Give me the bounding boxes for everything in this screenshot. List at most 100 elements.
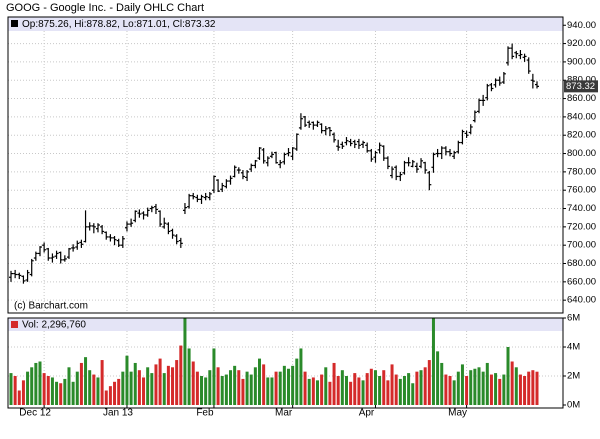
volume-bar [444,374,448,405]
volume-bar [502,374,506,405]
volume-bar [108,386,112,405]
volume-bar [162,373,166,405]
volume-bar [295,358,299,405]
volume-bar [460,364,464,405]
y-tick-label: 820.00 [567,130,596,141]
volume-bar [291,365,295,405]
volume-bar [63,378,67,405]
volume-bar [179,345,183,405]
volume-bar [220,376,224,405]
volume-bar [299,348,303,405]
y-tick-label: 680.00 [567,258,596,269]
volume-bar [55,381,59,405]
volume-bar [262,364,266,405]
volume-bar [469,370,473,405]
volume-bar [361,380,365,405]
volume-bar [42,373,46,405]
volume-bar [394,374,398,405]
volume-bar [46,376,50,405]
volume-bar [137,370,141,405]
price-header-icon [11,20,18,27]
volume-bar [436,351,440,405]
volume-header: Vol: 2,296,760 [22,320,86,331]
volume-bar [75,371,79,405]
volume-bar [204,377,208,405]
volume-bar [336,376,340,405]
y-tick-label: 6M [567,313,580,324]
volume-bar [440,362,444,405]
volume-bar [390,364,394,405]
volume-bar [216,367,220,405]
y-tick-label: 700.00 [567,240,596,251]
y-tick-label: 940.00 [567,20,596,31]
volume-bar [506,347,510,405]
volume-bar [477,367,481,405]
y-tick-label: 840.00 [567,111,596,122]
volume-bar [514,367,518,405]
volume-bar [212,348,216,405]
y-tick-label: 640.00 [567,295,596,306]
volume-bar [84,357,88,405]
y-tick-label: 0M [567,400,580,411]
volume-bar [30,367,34,405]
volume-bar [166,365,170,405]
volume-bar [365,373,369,405]
volume-bar [419,370,423,405]
volume-bar [266,377,270,405]
volume-bar [452,380,456,405]
volume-bar [349,381,353,405]
volume-bar [133,362,137,405]
volume-header-bar [8,318,563,331]
volume-bar [113,381,117,405]
volume-bar [382,370,386,405]
volume-bar [258,358,262,405]
volume-bar [278,371,282,405]
volume-bar [100,360,104,405]
volume-bar [146,367,150,405]
price-frame [7,16,564,314]
volume-bar [79,362,83,405]
y-tick-label: 900.00 [567,56,596,67]
price-header-bar [8,17,563,31]
volume-bar [26,371,30,405]
volume-bar [21,380,25,405]
volume-bar [224,374,228,405]
volume-bar [282,365,286,405]
volume-bar [373,370,377,405]
volume-bar [378,376,382,405]
volume-bar [117,378,121,405]
price-header: Op:875.26, Hi:878.82, Lo:871.01, Cl:873.… [22,19,216,30]
y-tick-label: 920.00 [567,38,596,49]
volume-bar [195,371,199,405]
volume-bar [9,373,13,405]
volume-bar [88,370,92,405]
volume-bar [518,374,522,405]
chart-title: GOOG - Google Inc. - Daily OHLC Chart [6,2,204,14]
volume-bar [233,365,237,405]
volume-bar [59,383,63,405]
volume-bar [527,371,531,405]
volume-bar [270,377,274,405]
volume-bar [121,371,125,405]
volume-bar [485,362,489,405]
volume-bar [241,378,245,405]
volume-bar [125,355,129,405]
volume-bar [498,378,502,405]
volume-bar [13,376,17,405]
volume-bar [407,373,411,405]
volume-bar [324,367,328,405]
y-tick-label: 760.00 [567,185,596,196]
y-tick-label: 880.00 [567,75,596,86]
volume-bar [191,361,195,405]
last-price-box [564,80,598,93]
y-tick-label: 800.00 [567,148,596,159]
volume-bar [523,376,527,405]
volume-bar [154,364,158,405]
volume-bar [531,370,535,405]
volume-bar [386,380,390,405]
volume-bars [9,318,539,405]
y-tick-label: 660.00 [567,276,596,287]
volume-bar [142,377,146,405]
volume-bar [481,371,485,405]
